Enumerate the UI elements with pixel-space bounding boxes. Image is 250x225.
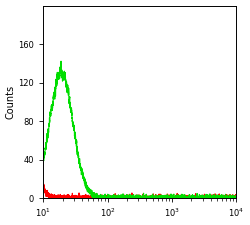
Y-axis label: Counts: Counts: [6, 85, 16, 119]
